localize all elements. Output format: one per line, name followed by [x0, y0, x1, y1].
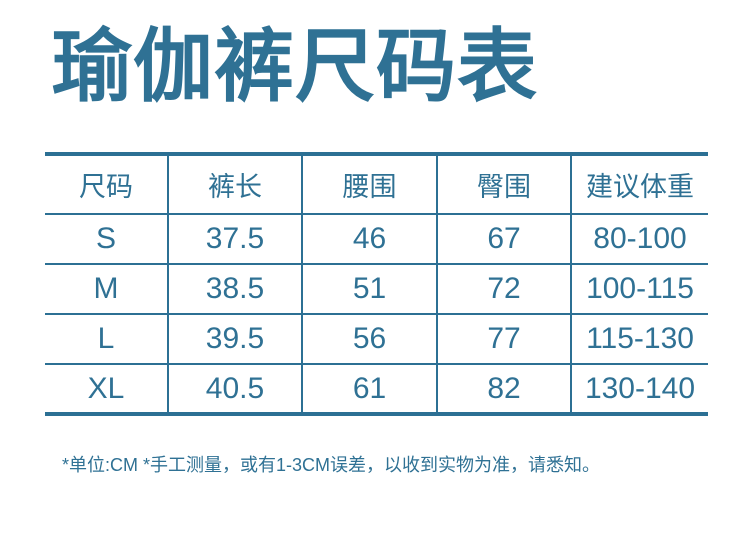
cell-waist: 61: [301, 363, 437, 414]
table-header-row: 尺码 裤长 腰围 臀围 建议体重: [45, 154, 708, 214]
cell-waist: 46: [301, 213, 437, 264]
cell-size: XL: [45, 363, 168, 414]
cell-hip: 82: [436, 363, 571, 414]
cell-waist: 56: [301, 313, 437, 364]
column-header-waist: 腰围: [301, 154, 437, 214]
cell-size: M: [45, 263, 168, 314]
column-header-hip: 臀围: [436, 154, 571, 214]
cell-weight: 80-100: [570, 213, 708, 264]
cell-hip: 77: [436, 313, 571, 364]
size-row-l: L 39.5 56 77 115-130: [45, 313, 708, 364]
column-header-suggested-weight: 建议体重: [570, 154, 708, 214]
cell-weight: 100-115: [570, 263, 708, 314]
cell-weight: 115-130: [570, 313, 708, 364]
cell-length: 40.5: [167, 363, 302, 414]
column-header-pants-length: 裤长: [167, 154, 302, 214]
cell-hip: 67: [436, 213, 571, 264]
size-chart-table: 尺码 裤长 腰围 臀围 建议体重 S 37.5 46 67 80-100 M 3…: [45, 152, 708, 416]
cell-length: 38.5: [167, 263, 302, 314]
size-row-m: M 38.5 51 72 100-115: [45, 263, 708, 314]
measurement-disclaimer: *单位:CM *手工测量，或有1-3CM误差，以收到实物为准，请悉知。: [62, 455, 601, 475]
cell-weight: 130-140: [570, 363, 708, 414]
size-row-xl: XL 40.5 61 82 130-140: [45, 363, 708, 414]
cell-length: 37.5: [167, 213, 302, 264]
cell-size: L: [45, 313, 168, 364]
column-header-size: 尺码: [79, 172, 133, 202]
cell-hip: 72: [436, 263, 571, 314]
cell-size: S: [45, 213, 168, 264]
cell-waist: 51: [301, 263, 437, 314]
page-title: 瑜伽裤尺码表: [52, 22, 538, 111]
cell-length: 39.5: [167, 313, 302, 364]
size-row-s: S 37.5 46 67 80-100: [45, 213, 708, 264]
